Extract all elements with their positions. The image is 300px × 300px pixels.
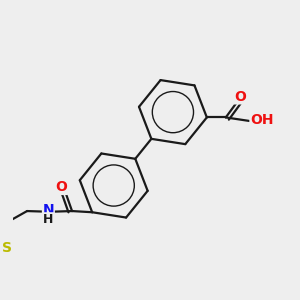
Text: O: O — [234, 90, 246, 104]
Text: OH: OH — [250, 113, 274, 127]
Text: N: N — [43, 203, 54, 217]
Text: H: H — [43, 213, 54, 226]
Text: O: O — [56, 180, 67, 194]
Text: S: S — [2, 242, 12, 255]
